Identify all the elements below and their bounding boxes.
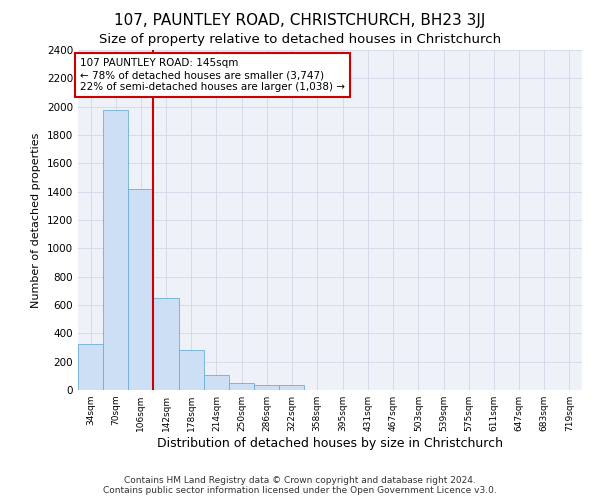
Bar (204, 375, 229, 390)
Bar (179, 350, 204, 390)
Bar (128, 189, 154, 390)
Bar (154, 298, 179, 390)
Bar (78, 344, 103, 390)
Bar (254, 385, 280, 390)
Text: Size of property relative to detached houses in Christchurch: Size of property relative to detached ho… (99, 32, 501, 46)
Y-axis label: Number of detached properties: Number of detached properties (31, 132, 41, 308)
Text: 107 PAUNTLEY ROAD: 145sqm
← 78% of detached houses are smaller (3,747)
22% of se: 107 PAUNTLEY ROAD: 145sqm ← 78% of detac… (80, 58, 345, 92)
Text: 107, PAUNTLEY ROAD, CHRISTCHURCH, BH23 3JJ: 107, PAUNTLEY ROAD, CHRISTCHURCH, BH23 3… (115, 12, 485, 28)
Bar (103, 110, 128, 390)
Text: Contains HM Land Registry data © Crown copyright and database right 2024.
Contai: Contains HM Land Registry data © Crown c… (103, 476, 497, 495)
Bar (229, 383, 254, 390)
Bar (280, 385, 304, 390)
X-axis label: Distribution of detached houses by size in Christchurch: Distribution of detached houses by size … (157, 437, 503, 450)
